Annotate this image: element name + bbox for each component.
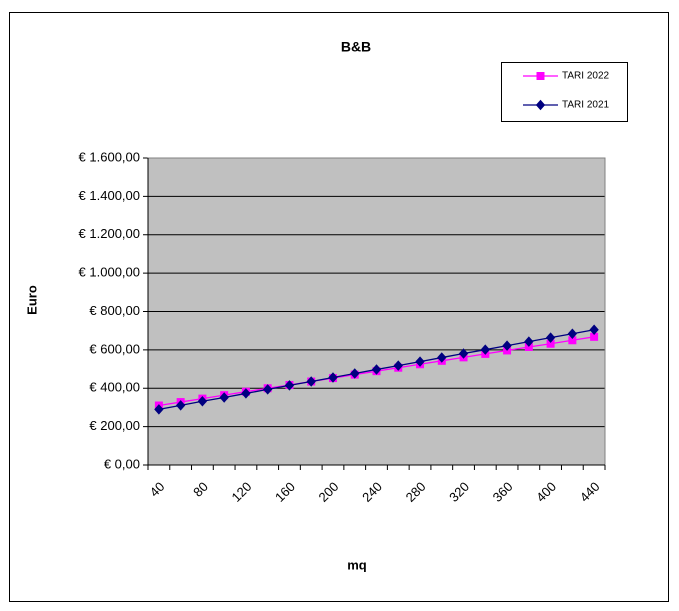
data-point	[371, 364, 382, 375]
data-point	[154, 404, 164, 415]
y-tick-label: € 0,00	[104, 456, 140, 471]
data-point	[393, 360, 403, 371]
data-point	[175, 400, 186, 411]
data-point	[219, 392, 229, 403]
x-axis-label: mq	[347, 557, 367, 572]
chart-title: B&B	[341, 39, 371, 55]
data-point	[415, 356, 425, 367]
data-point	[502, 340, 512, 351]
data-point	[458, 348, 469, 359]
data-point	[197, 396, 208, 407]
legend-box	[501, 62, 628, 122]
data-point	[350, 368, 360, 379]
legend-marker	[535, 99, 546, 111]
y-tick-label: € 1.400,00	[79, 188, 140, 203]
data-point	[545, 332, 556, 343]
legend-label: TARI 2022	[562, 71, 609, 82]
data-point	[284, 380, 295, 391]
y-tick-label: € 600,00	[89, 341, 140, 356]
data-point	[589, 324, 599, 335]
y-tick-label: € 400,00	[89, 380, 140, 395]
data-point	[263, 384, 273, 395]
y-tick-label: € 1.600,00	[79, 149, 140, 164]
data-point	[524, 336, 534, 347]
y-tick-label: € 200,00	[89, 418, 140, 433]
data-point	[480, 344, 490, 355]
data-point	[241, 388, 251, 399]
y-tick-label: € 1.000,00	[79, 265, 140, 280]
legend-label: TARI 2021	[562, 100, 609, 111]
data-point	[437, 352, 447, 363]
y-axis-label: Euro	[24, 285, 39, 315]
data-point	[567, 328, 578, 340]
data-point	[306, 376, 316, 387]
y-tick-label: € 800,00	[89, 303, 140, 318]
legend-marker	[536, 72, 545, 80]
y-tick-label: € 1.200,00	[79, 226, 140, 241]
data-point	[328, 372, 338, 383]
